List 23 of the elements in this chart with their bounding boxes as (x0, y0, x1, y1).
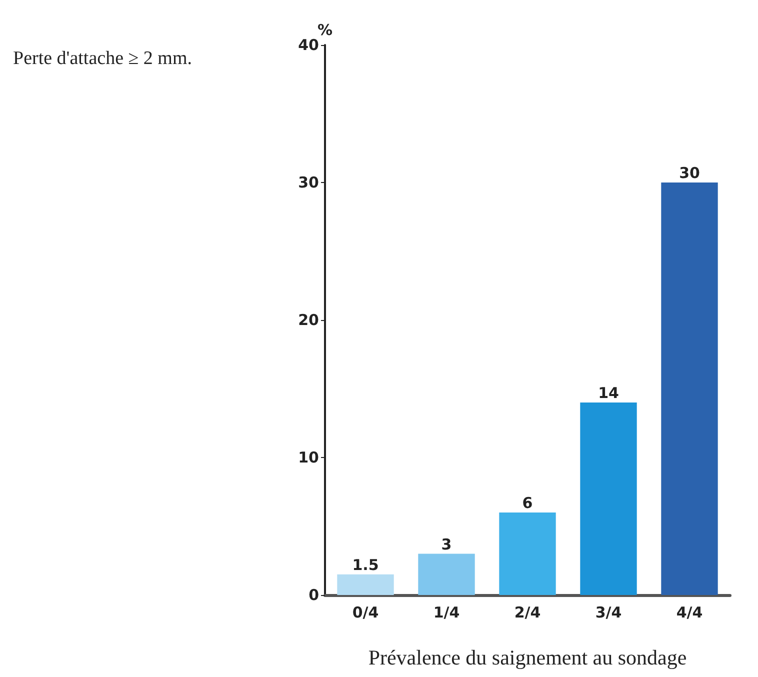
y-tick-label: 30 (298, 174, 319, 192)
text: Perte d'attache ≥ 2 mm. (13, 48, 192, 69)
y-tick-label: 20 (298, 311, 319, 329)
y-tick-label: 40 (298, 36, 319, 54)
data-label: 3 (441, 535, 452, 554)
y-tick-label: 0 (308, 586, 319, 604)
x-tick-label: 1/4 (433, 604, 460, 622)
data-label: 30 (679, 164, 700, 182)
x-tick-label: 4/4 (676, 604, 703, 622)
bar (580, 402, 637, 595)
bar (661, 182, 718, 595)
x-tick-label: 2/4 (514, 604, 541, 622)
y-axis-title: % (317, 21, 333, 40)
bar (337, 574, 394, 595)
bar (499, 512, 556, 595)
y-tick-label: 10 (298, 448, 319, 466)
x-axis-title: Prévalence du saignement au sondage (368, 646, 687, 670)
data-label: 1.5 (352, 556, 379, 574)
bar (418, 554, 475, 595)
data-label: 6 (522, 494, 533, 512)
x-tick-label: 3/4 (595, 604, 622, 622)
x-tick-label: 0/4 (352, 604, 379, 622)
data-label: 14 (598, 384, 619, 402)
